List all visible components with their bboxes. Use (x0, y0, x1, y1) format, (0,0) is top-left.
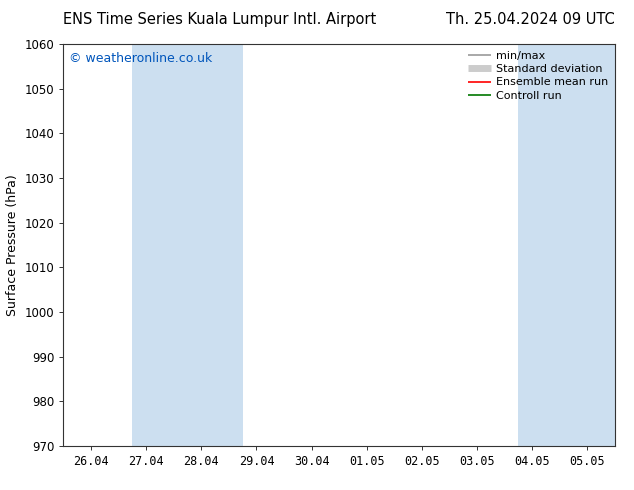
Y-axis label: Surface Pressure (hPa): Surface Pressure (hPa) (6, 174, 19, 316)
Legend: min/max, Standard deviation, Ensemble mean run, Controll run: min/max, Standard deviation, Ensemble me… (464, 47, 612, 105)
Text: Th. 25.04.2024 09 UTC: Th. 25.04.2024 09 UTC (446, 12, 615, 27)
Bar (133, 44, 243, 446)
Text: ENS Time Series Kuala Lumpur Intl. Airport: ENS Time Series Kuala Lumpur Intl. Airpo… (63, 12, 377, 27)
Bar (519, 44, 615, 446)
Text: © weatheronline.co.uk: © weatheronline.co.uk (69, 52, 212, 65)
